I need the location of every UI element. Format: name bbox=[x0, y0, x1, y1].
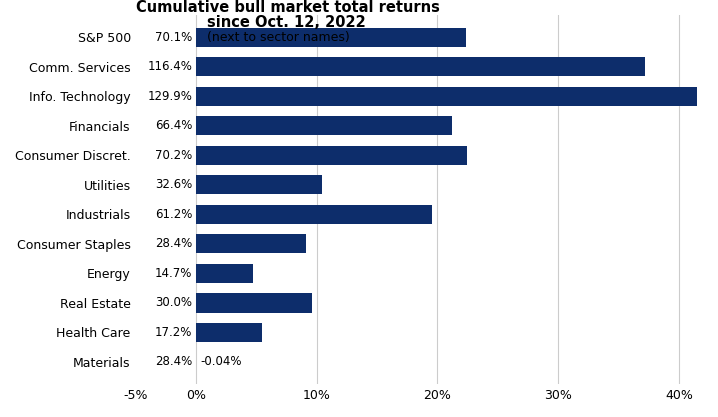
Text: 66.4%: 66.4% bbox=[155, 119, 192, 132]
Text: 116.4%: 116.4% bbox=[147, 60, 192, 73]
Text: 14.7%: 14.7% bbox=[155, 267, 192, 280]
Text: (next to sector names): (next to sector names) bbox=[208, 31, 350, 44]
Text: 28.4%: 28.4% bbox=[155, 237, 192, 250]
Bar bbox=[196, 57, 645, 76]
Bar bbox=[196, 234, 305, 254]
Bar bbox=[196, 293, 312, 312]
Text: 70.1%: 70.1% bbox=[155, 30, 192, 44]
Bar bbox=[196, 28, 466, 47]
Text: 129.9%: 129.9% bbox=[147, 90, 192, 103]
Text: 70.2%: 70.2% bbox=[155, 149, 192, 162]
Bar bbox=[196, 323, 262, 342]
Bar bbox=[196, 116, 452, 136]
Text: 32.6%: 32.6% bbox=[155, 178, 192, 191]
Text: 30.0%: 30.0% bbox=[155, 296, 192, 309]
Text: -0.04%: -0.04% bbox=[201, 355, 242, 369]
Text: 28.4%: 28.4% bbox=[155, 355, 192, 369]
Text: 17.2%: 17.2% bbox=[155, 326, 192, 339]
Text: Cumulative bull market total returns: Cumulative bull market total returns bbox=[136, 0, 439, 15]
Bar bbox=[196, 87, 697, 106]
Bar bbox=[196, 205, 432, 224]
Text: since Oct. 12, 2022: since Oct. 12, 2022 bbox=[208, 15, 366, 30]
Text: 61.2%: 61.2% bbox=[155, 208, 192, 221]
Bar bbox=[196, 264, 253, 283]
Bar bbox=[196, 146, 467, 165]
Bar bbox=[196, 175, 322, 194]
